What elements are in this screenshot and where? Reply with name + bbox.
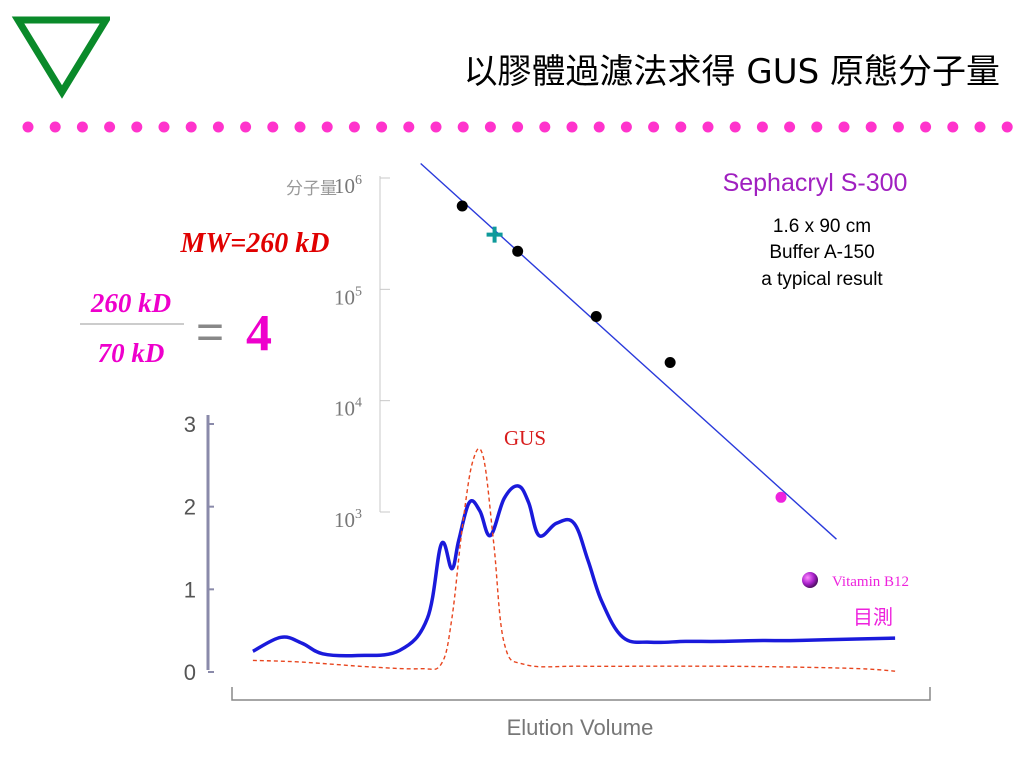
triangle-down-icon xyxy=(11,16,110,99)
divider-dot xyxy=(212,121,224,133)
divider-dot xyxy=(348,121,360,133)
ratio-fraction: 260 kD 70 kD = 4 xyxy=(80,288,272,368)
buffer-label: Buffer A-150 xyxy=(769,242,874,263)
divider-dot xyxy=(1001,121,1013,133)
calibration-y-label: 分子量 xyxy=(286,179,337,199)
column-dimensions: 1.6 x 90 cm xyxy=(773,216,871,237)
calibration-tick-label: 104 xyxy=(334,396,362,421)
chromatogram-chart: 3 2 1 0 Elution Volume GUS xyxy=(184,412,931,740)
calibration-ticks: 106 105 104 103 xyxy=(334,173,390,532)
divider-dot xyxy=(131,121,143,133)
calibration-tick-label: 103 xyxy=(334,507,362,532)
result-note: a typical result xyxy=(761,269,883,290)
divider-dot xyxy=(539,121,551,133)
absorbance-line xyxy=(252,484,896,658)
divider-dot xyxy=(76,121,88,133)
chromatogram-tick-label: 2 xyxy=(184,495,196,520)
divider-dot xyxy=(620,121,632,133)
column-name: Sephacryl S-300 xyxy=(723,169,908,197)
x-axis-bracket xyxy=(231,687,931,701)
equals-sign: = xyxy=(196,306,224,359)
divider-dot xyxy=(729,121,741,133)
divider-dot xyxy=(838,121,850,133)
ratio-numerator: 260 kD xyxy=(90,288,171,318)
divider-dot xyxy=(811,121,823,133)
divider-dot xyxy=(403,121,415,133)
divider-dot xyxy=(756,121,768,133)
divider-dot xyxy=(947,121,959,133)
divider-dot xyxy=(49,121,61,133)
divider-dot xyxy=(484,121,496,133)
chromatogram-tick-label: 0 xyxy=(184,660,196,685)
plus-icon xyxy=(486,226,503,243)
divider-dot xyxy=(294,121,306,133)
divider-dot xyxy=(267,121,279,133)
divider-dot xyxy=(240,121,252,133)
divider-dot xyxy=(593,121,605,133)
ratio-result: 4 xyxy=(246,305,272,362)
calibration-chart: 分子量 106 105 104 103 xyxy=(286,162,837,540)
x-axis-label: Elution Volume xyxy=(507,715,654,740)
ratio-denominator: 70 kD xyxy=(98,338,165,368)
divider-dot xyxy=(675,121,687,133)
standard-point xyxy=(664,357,676,369)
divider-dot xyxy=(457,121,469,133)
calibration-tick-label: 105 xyxy=(334,284,362,309)
calibration-fit-line xyxy=(420,162,837,540)
chromatogram-tick-label: 3 xyxy=(184,412,196,437)
divider-dot xyxy=(430,121,442,133)
divider-dot xyxy=(784,121,796,133)
divider-dot xyxy=(512,121,524,133)
gus-peak-label: GUS xyxy=(504,426,546,450)
divider-dot xyxy=(104,121,116,133)
calibration-points xyxy=(456,200,787,503)
vitamin-b12-label: Vitamin B12 xyxy=(832,574,909,590)
slide-title: 以膠體過濾法求得 GUS 原態分子量 xyxy=(463,52,1000,92)
divider-dot xyxy=(158,121,170,133)
chromatogram-ticks: 3 2 1 0 xyxy=(184,412,214,685)
divider-dot xyxy=(892,121,904,133)
divider-dot xyxy=(185,121,197,133)
divider-dot xyxy=(865,121,877,133)
vitamin-b12-icon xyxy=(802,572,818,588)
column-info: Sephacryl S-300 1.6 x 90 cm Buffer A-150… xyxy=(723,169,908,290)
calibration-tick-label: 106 xyxy=(334,173,362,198)
vitamin-b12-point xyxy=(775,491,787,503)
divider-dot xyxy=(974,121,986,133)
vitamin-b12-legend: Vitamin B12 目測 xyxy=(802,572,909,629)
standard-point xyxy=(590,311,602,323)
divider-dot xyxy=(376,121,388,133)
chromatogram-tick-label: 1 xyxy=(184,577,196,602)
divider-dot xyxy=(22,121,34,133)
mw-label: MW=260 kD xyxy=(180,228,330,259)
divider-dot xyxy=(321,121,333,133)
gus-activity-line xyxy=(252,447,896,672)
standard-point xyxy=(456,200,468,212)
divider-dot xyxy=(702,121,714,133)
divider-dot xyxy=(648,121,660,133)
divider-dot xyxy=(566,121,578,133)
dotted-divider xyxy=(22,121,1013,133)
divider-dot xyxy=(920,121,932,133)
visual-estimate-label: 目測 xyxy=(853,605,893,629)
standard-point xyxy=(512,245,524,257)
